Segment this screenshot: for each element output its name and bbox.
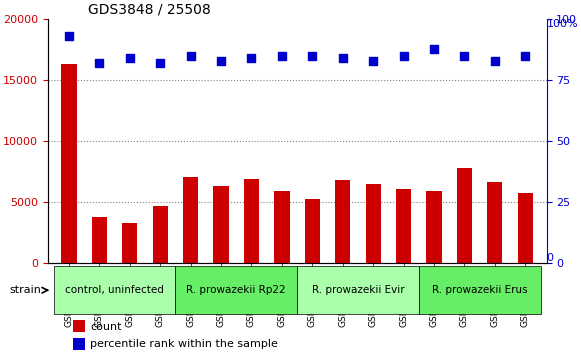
Point: [368, 58, 378, 64]
Bar: [518, 193, 533, 263]
Bar: [365, 184, 381, 263]
Text: control, uninfected: control, uninfected: [65, 285, 164, 295]
Point: [429, 46, 439, 51]
FancyBboxPatch shape: [53, 266, 175, 314]
Text: R. prowazekii Erus: R. prowazekii Erus: [432, 285, 528, 295]
Point: [186, 53, 195, 59]
Text: GDS3848 / 25508: GDS3848 / 25508: [88, 3, 210, 17]
Text: 0: 0: [547, 253, 554, 263]
Point: [125, 56, 134, 61]
Bar: [62, 64, 77, 263]
FancyBboxPatch shape: [297, 266, 419, 314]
Point: [399, 53, 408, 59]
Bar: [274, 192, 289, 263]
Point: [460, 53, 469, 59]
Bar: [487, 182, 503, 263]
Bar: [73, 320, 85, 332]
Text: R. prowazekii Evir: R. prowazekii Evir: [311, 285, 404, 295]
Point: [156, 61, 165, 66]
Point: [247, 56, 256, 61]
Point: [338, 56, 347, 61]
Bar: [335, 181, 350, 263]
Bar: [304, 199, 320, 263]
Bar: [153, 206, 168, 263]
Bar: [457, 168, 472, 263]
Bar: [396, 189, 411, 263]
Text: strain: strain: [10, 285, 41, 295]
Point: [64, 34, 74, 39]
Text: 100%: 100%: [547, 19, 578, 29]
Bar: [213, 187, 229, 263]
Bar: [122, 223, 137, 263]
Bar: [73, 338, 85, 349]
Point: [490, 58, 500, 64]
Text: R. prowazekii Rp22: R. prowazekii Rp22: [187, 285, 286, 295]
Point: [95, 61, 104, 66]
Bar: [183, 177, 198, 263]
Text: percentile rank within the sample: percentile rank within the sample: [90, 339, 278, 349]
Bar: [426, 192, 442, 263]
Bar: [92, 217, 107, 263]
Point: [521, 53, 530, 59]
Bar: [244, 179, 259, 263]
Point: [308, 53, 317, 59]
FancyBboxPatch shape: [175, 266, 297, 314]
Point: [277, 53, 286, 59]
Text: count: count: [90, 322, 121, 332]
Point: [216, 58, 225, 64]
FancyBboxPatch shape: [419, 266, 540, 314]
